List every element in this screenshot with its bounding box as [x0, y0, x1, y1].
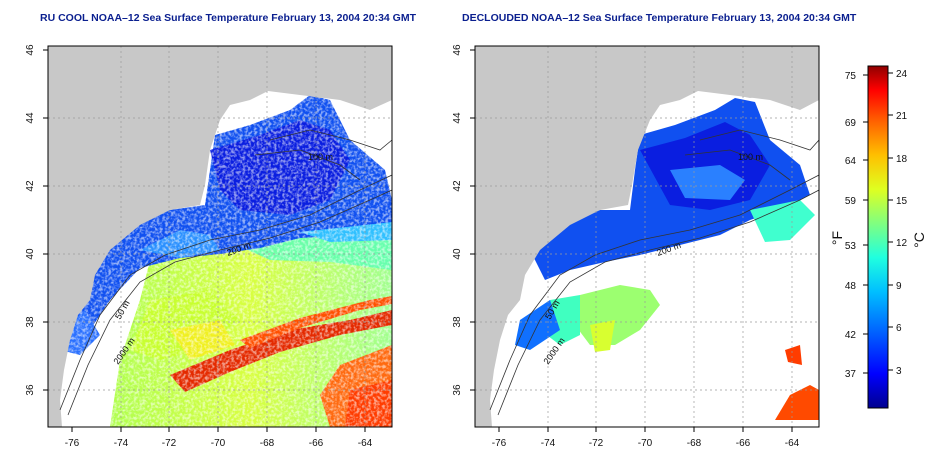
celsius-tick: 18: [896, 154, 908, 165]
y-tick-label: 46: [25, 44, 36, 56]
fahrenheit-tick: 69: [845, 118, 857, 129]
y-tick-label: 44: [25, 112, 36, 124]
y-tick-label: 38: [452, 316, 463, 328]
y-tick-label: 46: [452, 44, 463, 56]
y-tick-label: 40: [25, 248, 36, 260]
coastline-land: [475, 46, 819, 427]
fahrenheit-tick: 53: [845, 241, 857, 252]
y-tick-label: 42: [452, 180, 463, 192]
y-tick-label: 36: [25, 384, 36, 396]
fahrenheit-tick: 64: [845, 156, 857, 167]
fahrenheit-unit-label: °F: [829, 231, 845, 245]
contour-label-100m: 100 m: [738, 152, 763, 162]
x-tick-label: -66: [736, 438, 751, 449]
map-frame: [474, 45, 820, 428]
temperature-colorbar: 75 69 64 59 53 48 42 37 24 21 18 15 12 9…: [829, 65, 927, 409]
celsius-tick: 15: [896, 196, 908, 207]
fahrenheit-tick: 48: [845, 281, 857, 292]
fahrenheit-tick: 42: [845, 330, 857, 341]
x-tick-label: -68: [687, 438, 702, 449]
left-map-title: RU COOL NOAA–12 Sea Surface Temperature …: [40, 12, 417, 24]
x-tick-label: -72: [589, 438, 604, 449]
x-tick-label: -72: [162, 438, 177, 449]
celsius-tick: 9: [896, 281, 902, 292]
celsius-unit-label: °C: [911, 232, 927, 248]
celsius-tick: 3: [896, 366, 902, 377]
x-tick-label: -64: [785, 438, 800, 449]
contour-label-100m: 100 m: [308, 152, 333, 162]
shelf-break-patch: [750, 200, 815, 242]
y-tick-label: 42: [25, 180, 36, 192]
x-tick-label: -76: [492, 438, 507, 449]
celsius-tick: 24: [896, 69, 908, 80]
x-tick-label: -66: [309, 438, 324, 449]
right-sst-map: 100 m 200 m 50 m 2000 m -76 -74 -72 -70 …: [452, 44, 820, 449]
coastline-land: [48, 46, 392, 427]
x-tick-label: -76: [65, 438, 80, 449]
colorbar-gradient: [867, 65, 889, 409]
celsius-tick: 12: [896, 238, 908, 249]
x-tick-label: -70: [638, 438, 653, 449]
warm-eddy: [775, 385, 819, 420]
celsius-tick: 21: [896, 111, 908, 122]
x-tick-label: -74: [114, 438, 129, 449]
fahrenheit-tick: 59: [845, 196, 857, 207]
x-tick-label: -70: [211, 438, 226, 449]
left-sst-map: 100 m 200 m 50 m 2000 m -76 -74 -72 -70 …: [25, 44, 393, 449]
x-tick-label: -64: [358, 438, 373, 449]
y-tick-label: 36: [452, 384, 463, 396]
y-tick-label: 44: [452, 112, 463, 124]
y-tick-label: 38: [25, 316, 36, 328]
fahrenheit-tick: 75: [845, 71, 857, 82]
celsius-tick: 6: [896, 323, 902, 334]
map-frame: [47, 45, 393, 428]
y-tick-label: 40: [452, 248, 463, 260]
x-tick-label: -74: [541, 438, 556, 449]
x-tick-label: -68: [260, 438, 275, 449]
right-map-title: DECLOUDED NOAA–12 Sea Surface Temperatur…: [462, 12, 857, 24]
fahrenheit-tick: 37: [845, 369, 857, 380]
